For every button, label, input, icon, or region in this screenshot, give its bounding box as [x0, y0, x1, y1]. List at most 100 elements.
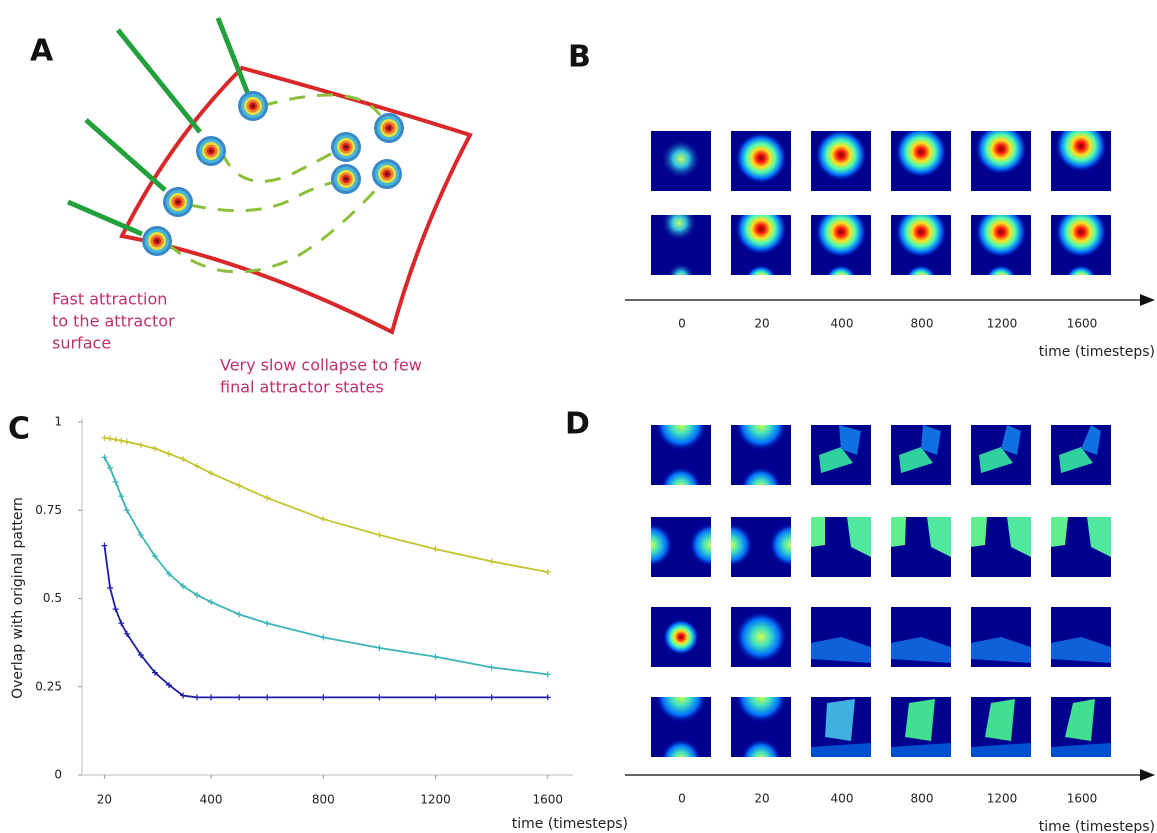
activity-blob — [1065, 265, 1097, 297]
point-marker — [320, 516, 326, 522]
activity-blob — [667, 263, 695, 291]
heatmap — [811, 206, 871, 297]
time-label: 1600 — [1067, 792, 1098, 806]
note: final attractor states — [220, 378, 384, 397]
activity-blob — [895, 206, 947, 258]
heatmap — [811, 697, 871, 757]
heatmap — [891, 425, 951, 485]
activity-blob — [689, 523, 733, 567]
series-line — [104, 546, 547, 698]
activity-blob — [815, 206, 867, 258]
point-marker — [433, 694, 439, 700]
heatmap — [811, 129, 871, 191]
heatmap — [1051, 425, 1111, 485]
blob-ring — [155, 239, 159, 243]
blob-ring — [344, 145, 348, 149]
heatmap — [971, 517, 1031, 577]
axis-arrow — [1140, 769, 1155, 781]
point-marker — [433, 546, 439, 552]
time-label: 1200 — [987, 792, 1018, 806]
panel-label: A — [30, 34, 54, 69]
activity-blob — [895, 126, 947, 178]
heatmap — [891, 607, 951, 667]
heatmap — [731, 607, 791, 667]
heatmap — [891, 126, 951, 191]
heatmap — [891, 206, 951, 297]
note: surface — [52, 334, 111, 353]
point-marker — [376, 694, 382, 700]
activity-blob — [975, 206, 1027, 258]
point-marker — [118, 438, 124, 444]
heatmap — [651, 607, 711, 667]
series-line — [104, 457, 547, 674]
time-label: 20 — [754, 317, 769, 331]
activity-blob — [741, 739, 781, 779]
point-marker — [545, 569, 551, 575]
blob-ring — [385, 172, 389, 176]
point-marker — [194, 463, 200, 469]
point-marker — [320, 694, 326, 700]
activity-patch — [971, 517, 987, 547]
activity-blob — [735, 399, 787, 451]
heatmap — [1051, 697, 1111, 757]
axis-arrow — [1140, 294, 1155, 306]
time-label: 1600 — [1067, 317, 1098, 331]
panel-label: D — [565, 407, 590, 442]
point-marker — [545, 694, 551, 700]
time-label: 20 — [754, 792, 769, 806]
point-marker — [208, 694, 214, 700]
activity-blob — [735, 203, 787, 255]
point-marker — [208, 599, 214, 605]
x-axis-label: time (timesteps) — [512, 816, 628, 832]
point-marker — [107, 585, 113, 591]
panel-label: B — [568, 40, 591, 75]
x-tick-label: 1200 — [420, 793, 451, 807]
activity-blob — [709, 523, 753, 567]
heatmap — [971, 123, 1031, 191]
heatmap — [731, 131, 791, 191]
point-marker — [194, 694, 200, 700]
time-label: 0 — [678, 792, 686, 806]
point-marker — [101, 543, 107, 549]
heatmap — [971, 206, 1031, 297]
y-tick-label: 1 — [54, 415, 62, 429]
time-label: 800 — [911, 317, 934, 331]
activity-blob — [663, 619, 699, 655]
point-marker — [107, 436, 113, 442]
heatmap — [629, 517, 733, 577]
heatmap — [651, 131, 711, 191]
heatmap — [651, 399, 711, 507]
state-blobs — [142, 91, 404, 256]
point-marker — [208, 470, 214, 476]
panel-label: C — [8, 412, 30, 447]
point-marker — [124, 439, 130, 445]
heatmap — [971, 607, 1031, 667]
point-marker — [264, 495, 270, 501]
point-marker — [113, 479, 119, 485]
activity-blob — [655, 399, 707, 451]
activity-blob — [745, 265, 777, 297]
y-axis-label: Overlap with original pattern — [10, 497, 26, 699]
heatmap — [891, 517, 951, 577]
note: Fast attraction — [52, 290, 167, 309]
heatmap — [1051, 607, 1111, 667]
point-marker — [152, 445, 158, 451]
heatmap-grid — [629, 399, 1111, 779]
point-marker — [264, 620, 270, 626]
heatmap — [891, 697, 951, 757]
blob-ring — [344, 177, 348, 181]
point-marker — [236, 694, 242, 700]
activity-blob — [815, 129, 867, 181]
heatmap — [651, 205, 711, 291]
note: Very slow collapse to few — [220, 356, 422, 375]
x-tick-label: 20 — [97, 793, 112, 807]
activity-blob — [735, 611, 787, 663]
point-marker — [236, 611, 242, 617]
point-marker — [118, 493, 124, 499]
point-marker — [489, 694, 495, 700]
point-marker — [320, 634, 326, 640]
point-marker — [489, 558, 495, 564]
time-label: 400 — [831, 317, 854, 331]
activity-patch — [905, 699, 935, 741]
heatmap — [709, 517, 813, 577]
